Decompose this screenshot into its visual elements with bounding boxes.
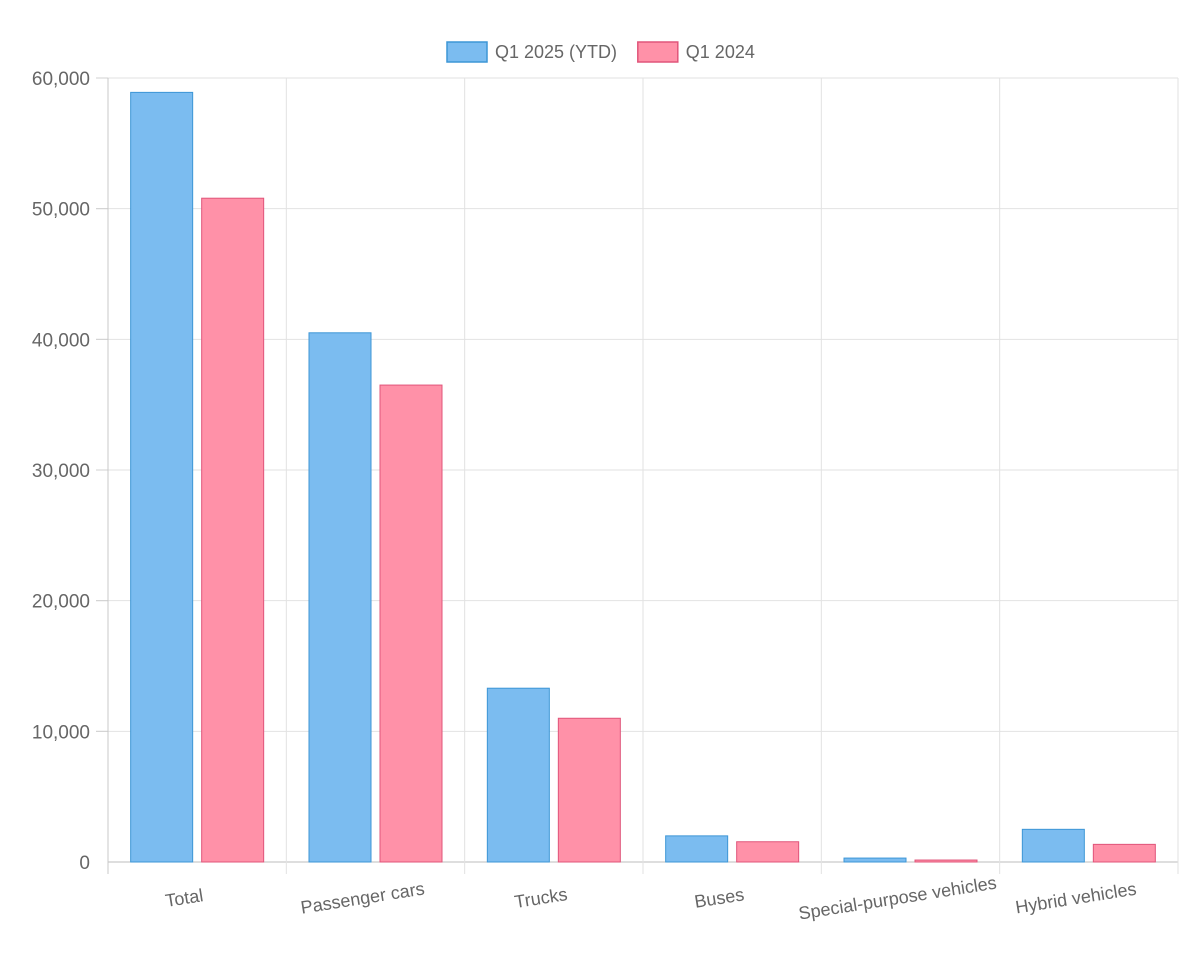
bar-q1-2024[interactable] xyxy=(557,717,621,863)
x-category-label: Trucks xyxy=(513,884,569,912)
bar-q1-2024[interactable] xyxy=(914,859,978,863)
legend[interactable]: Q1 2025 (YTD) Q1 2024 xyxy=(446,41,755,63)
bar-q1-2025[interactable] xyxy=(486,687,550,863)
bar-q1-2024[interactable] xyxy=(736,841,800,863)
legend-swatch xyxy=(637,41,679,63)
bars xyxy=(130,91,1156,863)
bar-q1-2025[interactable] xyxy=(1021,828,1085,863)
bar-q1-2025[interactable] xyxy=(308,332,372,863)
y-tick-label: 0 xyxy=(79,853,90,874)
y-tick-label: 30,000 xyxy=(32,461,90,482)
y-tick-label: 10,000 xyxy=(32,722,90,743)
x-category-label: Hybrid vehicles xyxy=(1014,879,1138,918)
grid-lines xyxy=(96,77,1179,874)
legend-label: Q1 2025 (YTD) xyxy=(495,42,617,62)
legend-item-q1-2024[interactable]: Q1 2024 xyxy=(637,41,755,63)
bar-q1-2025[interactable] xyxy=(130,91,194,863)
bar-q1-2025[interactable] xyxy=(665,835,729,863)
y-tick-label: 60,000 xyxy=(32,69,90,90)
x-category-label: Special-purpose vehicles xyxy=(797,873,998,924)
y-tick-label: 50,000 xyxy=(32,200,90,221)
x-category-label: Buses xyxy=(693,884,746,912)
bar-q1-2024[interactable] xyxy=(1092,843,1156,863)
bar-q1-2024[interactable] xyxy=(201,197,265,863)
x-category-label: Total xyxy=(164,885,205,911)
legend-swatch xyxy=(446,41,488,63)
legend-label: Q1 2024 xyxy=(686,42,755,62)
bar-q1-2025[interactable] xyxy=(843,857,907,863)
x-category-label: Passenger cars xyxy=(299,878,426,917)
y-tick-label: 20,000 xyxy=(32,592,90,613)
bar-q1-2024[interactable] xyxy=(379,384,443,863)
legend-item-q1-2025[interactable]: Q1 2025 (YTD) xyxy=(446,41,617,63)
y-tick-label: 40,000 xyxy=(32,330,90,351)
